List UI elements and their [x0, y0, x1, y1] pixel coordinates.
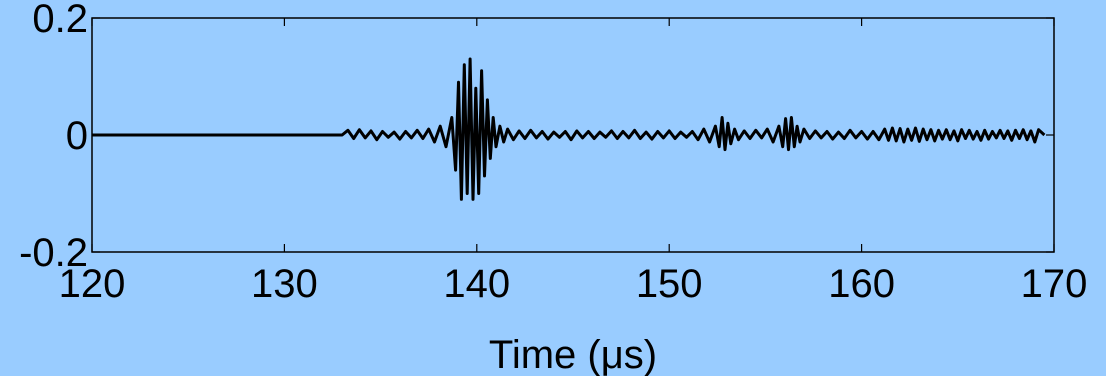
- y-tick-label-0: -0.2: [19, 231, 88, 275]
- x-tick-label-1: 130: [251, 262, 318, 306]
- x-tick-label-4: 160: [828, 262, 895, 306]
- x-tick-label-3: 150: [636, 262, 703, 306]
- x-axis-title: Time (μs): [489, 333, 657, 376]
- y-tick-label-1: 0: [66, 114, 88, 158]
- x-axis-tick-labels: 120 130 140 150 160 170: [59, 262, 1088, 306]
- x-tick-label-0: 120: [59, 262, 126, 306]
- y-tick-label-2: 0.2: [32, 0, 88, 41]
- x-axis-ticks: [91, 18, 1055, 252]
- y-axis-tick-labels: -0.2 0 0.2: [19, 0, 88, 275]
- series-line-0: [92, 57, 1046, 201]
- x-tick-label-2: 140: [443, 262, 510, 306]
- series-group: [92, 57, 1046, 201]
- x-tick-label-5: 170: [1021, 262, 1088, 306]
